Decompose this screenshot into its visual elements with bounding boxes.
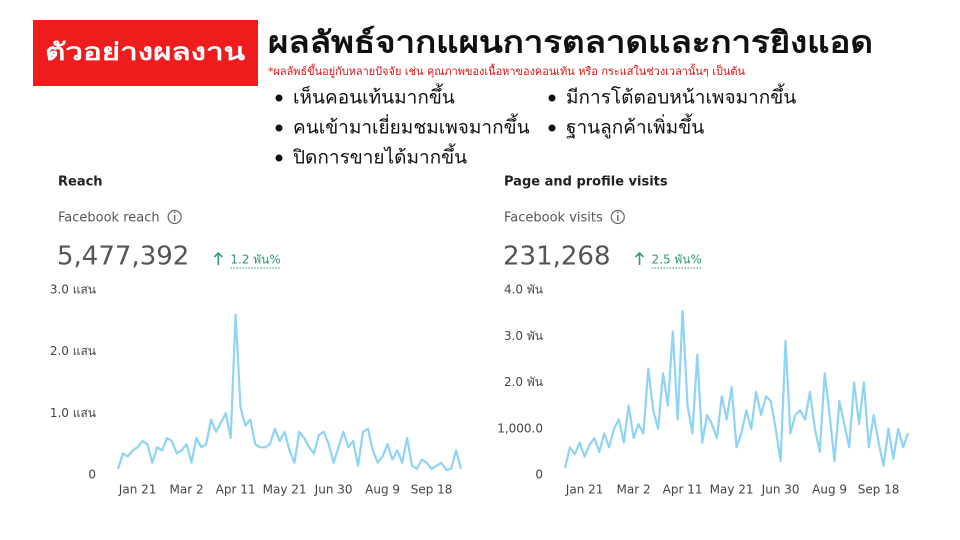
x-tick-label: Sep 18: [858, 483, 900, 497]
y-tick-label: 2.0 แสน: [50, 344, 96, 358]
total-value: 5,477,392: [57, 242, 189, 272]
y-tick-label: 0: [88, 468, 96, 482]
total-value: 231,268: [503, 242, 611, 272]
x-tick-label: Jun 30: [761, 483, 800, 497]
y-tick-label: 3.0 แสน: [50, 283, 96, 297]
x-tick-label: Apr 11: [216, 483, 256, 497]
bullet: ฐานลูกค้าเพิ่มขึ้น: [566, 114, 704, 139]
data-line: [563, 309, 910, 469]
up-arrow: [634, 251, 645, 265]
badge: ตัวอย่างผลงาน: [45, 38, 246, 66]
panel-title: Page and profile visits: [504, 175, 668, 190]
info-icon: [610, 209, 625, 225]
y-tick-label: 1.0 แสน: [50, 406, 96, 420]
info-icon: [167, 209, 182, 225]
bullet-dot: [275, 124, 283, 132]
y-tick-label: 4.0 พัน: [504, 283, 543, 297]
bullet-dot: [275, 94, 283, 102]
bullet-dot: [275, 154, 283, 162]
y-tick-label: 1,000.0: [497, 421, 543, 435]
note: *ผลลัพธ์ขึ้นอยู่กับหลายปัจจัย เช่น คุณภา…: [268, 63, 745, 78]
bullet: เห็นคอนเท้นมากขึ้น: [293, 84, 455, 109]
bullet-dot: [548, 94, 556, 102]
bullet: ปิดการขายได้มากขึ้น: [292, 144, 467, 169]
up-arrow: [213, 251, 223, 265]
y-tick-label: 0: [535, 468, 543, 482]
badge-box: [33, 20, 258, 86]
x-tick-label: May 21: [263, 483, 307, 497]
info-icon-dot: [173, 211, 176, 214]
y-tick-label: 2.0 พัน: [504, 375, 543, 389]
bullet-dot: [548, 124, 556, 132]
x-tick-label: Apr 11: [663, 483, 703, 497]
x-tick-label: Jan 21: [118, 483, 157, 497]
x-tick-label: Jan 21: [565, 483, 604, 497]
change-value: 2.5 พัน%: [652, 253, 702, 267]
data-line: [116, 313, 463, 472]
metric-label: Facebook visits: [504, 211, 603, 226]
title: ผลลัพธ์จากแผนการตลาดและการยิงแอด: [268, 26, 873, 61]
x-tick-label: Aug 9: [365, 483, 400, 497]
x-tick-label: Jun 30: [314, 483, 353, 497]
metric-label: Facebook reach: [58, 211, 160, 226]
panel-title: Reach: [58, 175, 103, 190]
x-tick-label: Mar 2: [170, 483, 204, 497]
x-tick-label: Mar 2: [617, 483, 651, 497]
y-tick-label: 3.0 พัน: [504, 329, 543, 343]
x-tick-label: Sep 18: [411, 483, 453, 497]
x-tick-label: May 21: [710, 483, 754, 497]
bullet: มีการโต้ตอบหน้าเพจมากขึ้น: [566, 84, 796, 109]
change-value: 1.2 พัน%: [230, 253, 280, 267]
bullet: คนเข้ามาเยี่ยมชมเพจมากขึ้น: [293, 114, 530, 139]
x-tick-label: Aug 9: [812, 483, 847, 497]
info-icon-dot: [616, 211, 619, 214]
